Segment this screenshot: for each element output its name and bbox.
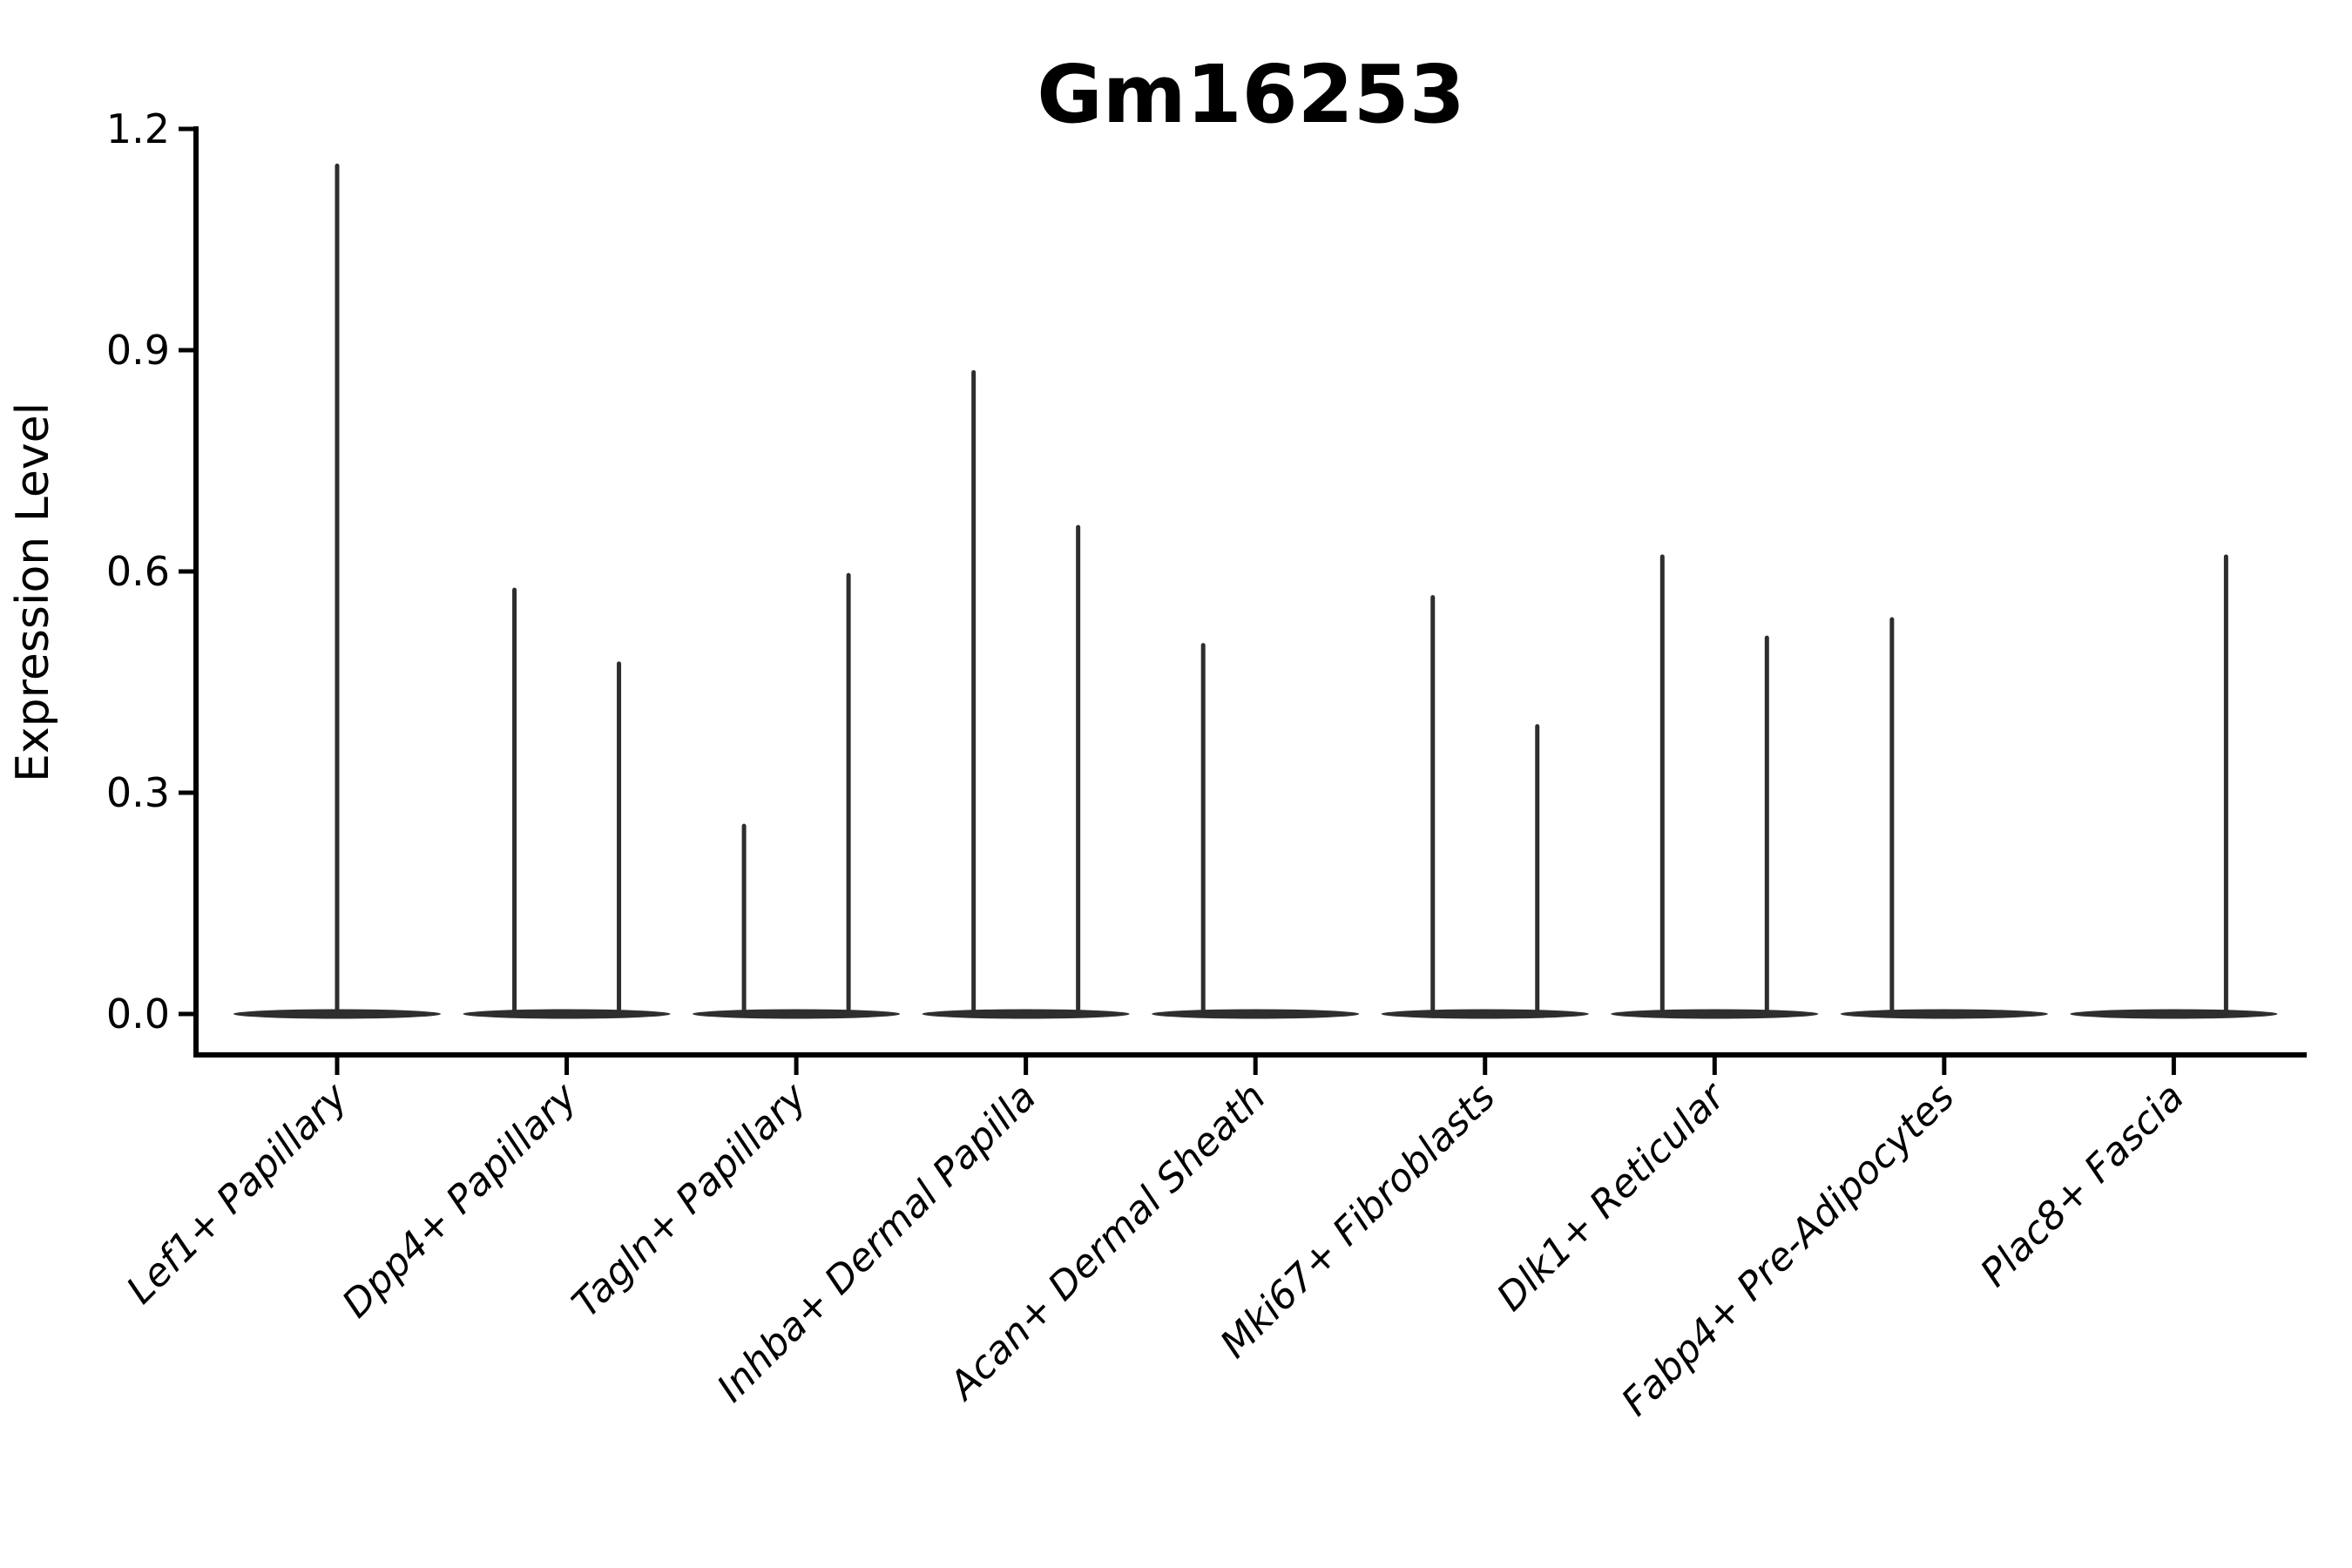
violin-4	[922, 369, 1130, 1019]
y-tick-label: 0.3	[106, 769, 170, 816]
violin-layer	[233, 163, 2278, 1019]
violin-5	[1152, 643, 1360, 1019]
violin-base	[463, 1009, 671, 1019]
chart-title: Gm16253	[1037, 48, 1464, 141]
y-tick-label: 0.6	[106, 548, 170, 595]
y-tick-label: 1.2	[106, 105, 170, 152]
violin-1	[233, 163, 441, 1019]
violin-2	[463, 587, 671, 1019]
violin-base	[1611, 1009, 1819, 1019]
violin-base	[1840, 1009, 2048, 1019]
violin-base	[1381, 1009, 1589, 1019]
violin-base	[1152, 1009, 1360, 1019]
violin-base	[2070, 1009, 2278, 1019]
violin-base	[693, 1009, 901, 1019]
violin-9	[2070, 554, 2278, 1019]
violin-6	[1381, 595, 1589, 1019]
y-axis-label: Expression Level	[7, 402, 59, 782]
y-tick-label: 0.0	[106, 990, 170, 1037]
violin-base	[922, 1009, 1130, 1019]
violin-7	[1611, 554, 1819, 1019]
violin-3	[693, 572, 901, 1019]
y-tick-label: 0.9	[106, 327, 170, 374]
violin-8	[1840, 617, 2048, 1019]
